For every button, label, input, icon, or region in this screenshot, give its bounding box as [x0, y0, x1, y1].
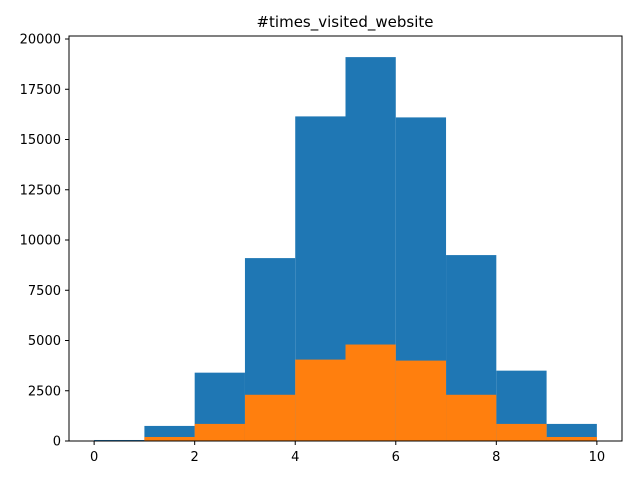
x-tick-label: 6	[392, 450, 400, 465]
bar-series-1-bin-0	[94, 439, 145, 441]
chart-title: #times_visited_website	[256, 13, 433, 32]
bar-series-2-bin-2	[194, 423, 245, 441]
bar-series-1-bin-9	[546, 423, 597, 441]
plot-frame	[68, 35, 623, 442]
y-tick-label: 7500	[28, 284, 61, 299]
axes-layer: 0 2 4 6 8 10 0 2500 5000 7500 10000 12500 15000 17500…	[20, 33, 623, 465]
y-tick-label: 0	[53, 435, 61, 450]
y-tick-label: 5000	[28, 334, 61, 349]
x-tick-label: 10	[589, 450, 606, 465]
bar-series-2-bin-5	[345, 344, 396, 441]
bar-series-2-bin-3	[244, 394, 296, 441]
x-tick-label: 2	[191, 450, 199, 465]
x-tick-label: 8	[492, 450, 500, 465]
bar-series-2-bin-6	[395, 360, 447, 441]
y-tick-label: 2500	[28, 384, 61, 399]
x-tick-label: 4	[291, 450, 299, 465]
bar-series-2-bin-4	[295, 359, 346, 441]
y-tick-label: 15000	[20, 133, 61, 148]
bar-series-2-bin-1	[144, 436, 195, 441]
x-tick-label: 0	[90, 450, 98, 465]
y-tick-label: 10000	[20, 234, 61, 249]
bar-series-2-bin-8	[496, 423, 547, 441]
y-tick-label: 17500	[20, 83, 61, 98]
y-tick-label: 12500	[20, 183, 61, 198]
bar-series-2-bin-9	[546, 436, 597, 441]
bars-layer	[94, 57, 597, 442]
bar-series-2-bin-7	[446, 394, 497, 441]
y-tick-label: 20000	[20, 33, 61, 48]
